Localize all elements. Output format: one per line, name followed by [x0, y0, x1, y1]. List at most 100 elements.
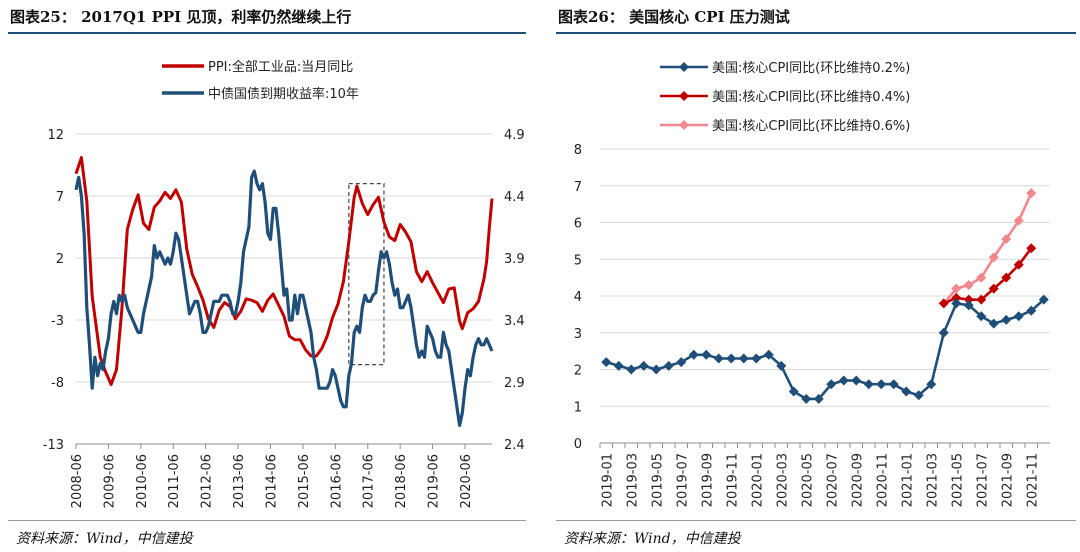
cpi-marker-1	[1013, 259, 1024, 270]
left-x-tick-label: 2017-06	[362, 454, 377, 508]
cpi-marker-0	[676, 357, 687, 368]
left-x-tick-label: 2016-06	[329, 454, 344, 508]
right-x-tick-label: 2019-03	[625, 453, 640, 507]
cpi-marker-2	[1026, 188, 1037, 199]
cpi-marker-0	[876, 379, 887, 390]
right-x-tick-label: 2019-05	[650, 453, 665, 507]
cpi-marker-0	[776, 360, 787, 371]
right-legend-marker	[679, 120, 689, 130]
right-y-tick-label: 3	[574, 327, 582, 342]
left-x-tick-label: 2008-06	[70, 454, 85, 508]
right-legend-marker	[679, 91, 689, 101]
right-legend-marker	[679, 62, 689, 72]
right-source-rule	[556, 520, 1076, 521]
right-legend-label: 美国:核心CPI同比(环比维持0.2%)	[712, 61, 910, 76]
cpi-marker-1	[938, 298, 949, 309]
left-source-note: 资料来源：Wind，中信建投	[16, 531, 193, 547]
left-y-tick-label: 7	[56, 190, 64, 205]
left-x-tick-label: 2019-06	[427, 454, 442, 508]
left-y2-tick-label: 4.9	[504, 128, 525, 143]
right-x-tick-label: 2019-09	[700, 453, 715, 507]
cpi-marker-0	[838, 375, 849, 386]
right-y-tick-label: 0	[574, 437, 582, 452]
cpi-marker-0	[788, 386, 799, 397]
right-legend-label: 美国:核心CPI同比(环比维持0.4%)	[712, 90, 910, 105]
cpi-marker-0	[626, 364, 637, 375]
cpi-marker-2	[963, 279, 974, 290]
cpi-marker-0	[801, 393, 812, 404]
cpi-marker-0	[813, 393, 824, 404]
cpi-marker-0	[601, 357, 612, 368]
right-y-tick-label: 8	[574, 143, 582, 158]
left-y-tick-label: 2	[56, 252, 64, 267]
cpi-marker-1	[963, 294, 974, 305]
right-x-tick-label: 2020-01	[750, 453, 765, 507]
cpi-marker-2	[988, 252, 999, 263]
left-y-tick-label: -13	[43, 438, 64, 453]
cpi-marker-2	[951, 283, 962, 294]
cpi-marker-0	[976, 311, 987, 322]
left-x-tick-label: 2013-06	[232, 454, 247, 508]
cpi-marker-0	[713, 353, 724, 364]
ppi-series-line	[74, 156, 494, 386]
cpi-marker-0	[888, 379, 899, 390]
right-x-tick-label: 2021-09	[1000, 453, 1015, 507]
right-x-tick-label: 2019-11	[725, 453, 740, 507]
right-x-tick-label: 2019-07	[675, 453, 690, 507]
right-chart-panel: 图表26： 美国核心 CPI 压力测试 0 1 2 3 4 5 6 7 8 2019-01 2019…	[548, 0, 1080, 552]
right-x-tick-label: 2021-03	[925, 453, 940, 507]
left-y2-tick-label: 3.4	[504, 314, 525, 329]
right-title-rule	[556, 32, 1076, 34]
cpi-marker-0	[1038, 294, 1049, 305]
left-y2-tick-label: 2.9	[504, 376, 525, 391]
right-x-tick-label: 2021-05	[950, 453, 965, 507]
right-x-tick-label: 2019-01	[600, 453, 615, 507]
left-legend-label: PPI:全部工业品:当月同比	[208, 59, 353, 75]
left-legend-label: 中债国债到期收益率:10年	[208, 86, 359, 102]
cpi-marker-2	[1013, 215, 1024, 226]
cpi-marker-0	[938, 327, 949, 338]
cpi-marker-0	[951, 298, 962, 309]
left-y-tick-label: 12	[47, 128, 64, 143]
cpi-marker-0	[763, 349, 774, 360]
cpi-marker-0	[751, 353, 762, 364]
cpi-marker-0	[988, 318, 999, 329]
cpi-marker-0	[663, 360, 674, 371]
cpi-marker-2	[1001, 234, 1012, 245]
left-x-tick-label: 2018-06	[394, 454, 409, 508]
cpi-marker-1	[1001, 272, 1012, 283]
left-chart-panel: 图表25： 2017Q1 PPI 见顶，利率仍然继续上行 12 7 2 -3 -8 -13…	[0, 0, 530, 552]
left-x-tick-label: 2020-06	[459, 454, 474, 508]
cpi-marker-0	[851, 375, 862, 386]
left-y2-tick-label: 4.4	[504, 190, 525, 205]
bond-yield-series-line	[74, 169, 494, 427]
left-y2-tick-label: 2.4	[504, 438, 525, 453]
left-x-tick-label: 2014-06	[264, 454, 279, 508]
right-chart-title: 图表26： 美国核心 CPI 压力测试	[558, 8, 790, 26]
right-x-tick-label: 2020-11	[875, 453, 890, 507]
left-chart-title: 图表25： 2017Q1 PPI 见顶，利率仍然继续上行	[10, 8, 352, 26]
cpi-marker-1	[988, 283, 999, 294]
right-y-tick-label: 2	[574, 364, 582, 379]
cpi-marker-0	[651, 364, 662, 375]
right-y-tick-label: 6	[574, 217, 582, 232]
left-x-tick-label: 2011-06	[167, 454, 182, 508]
cpi-marker-0	[738, 353, 749, 364]
cpi-marker-1	[976, 294, 987, 305]
left-x-tick-label: 2012-06	[200, 454, 215, 508]
cpi-marker-0	[1026, 305, 1037, 316]
cpi-marker-0	[913, 390, 924, 401]
cpi-marker-0	[863, 379, 874, 390]
cpi-marker-0	[1013, 311, 1024, 322]
cpi-marker-0	[1001, 314, 1012, 325]
left-x-tick-label: 2009-06	[102, 454, 117, 508]
cpi-marker-2	[976, 272, 987, 283]
left-title-rule	[8, 32, 526, 34]
right-x-tick-label: 2021-07	[975, 453, 990, 507]
right-x-tick-label: 2020-09	[850, 453, 865, 507]
cpi-marker-0	[963, 300, 974, 311]
cpi-marker-0	[701, 349, 712, 360]
right-y-tick-label: 1	[574, 400, 582, 415]
cpi-marker-0	[638, 360, 649, 371]
cpi-marker-0	[926, 379, 937, 390]
